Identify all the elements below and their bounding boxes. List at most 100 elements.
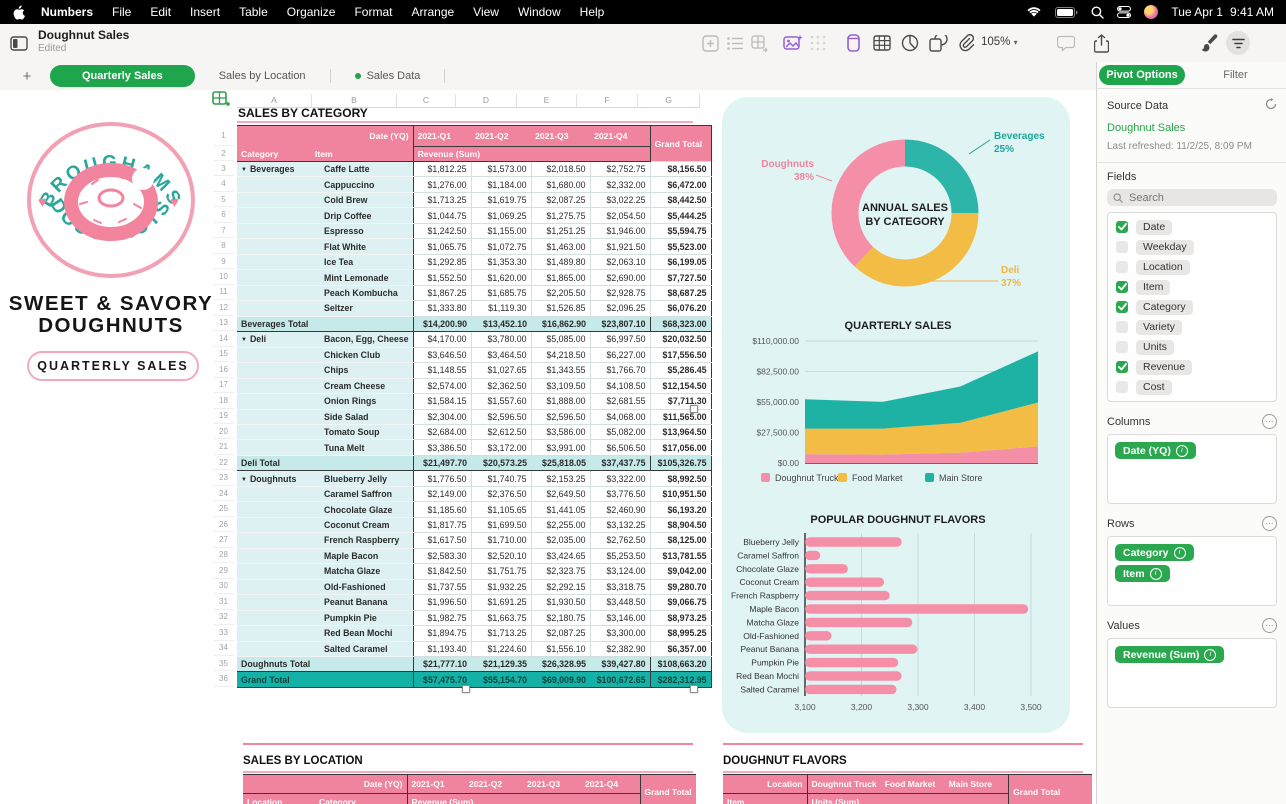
cell-item[interactable]: Red Bean Mochi xyxy=(311,625,414,642)
field-row-weekday[interactable]: Weekday xyxy=(1108,237,1276,257)
table-row[interactable]: Matcha Glaze $1,842.50 $1,751.75 $2,323.75 $… xyxy=(237,563,712,580)
cell-value[interactable]: $1,930.50 xyxy=(530,594,591,611)
cell-subtotal-value[interactable]: $13,452.10 xyxy=(471,315,532,333)
cell-value[interactable]: $1,119.30 xyxy=(470,300,532,317)
cell-value[interactable]: $3,464.50 xyxy=(470,346,532,364)
cell-value[interactable]: $1,751.75 xyxy=(470,563,532,580)
cell-subtotal-value[interactable]: $16,862.90 xyxy=(531,315,591,333)
cell-col-label[interactable]: 2021-Q1 xyxy=(406,774,465,794)
cell-row-header[interactable]: Category xyxy=(315,793,407,804)
row-header-35[interactable]: 35 xyxy=(213,656,234,672)
field-chip[interactable]: Category xyxy=(1136,299,1193,315)
row-header-11[interactable]: 11 xyxy=(213,285,234,301)
cell-value[interactable]: $1,526.85 xyxy=(530,300,591,317)
area-series-food-market[interactable] xyxy=(805,402,1038,455)
cell-value[interactable]: $2,304.00 xyxy=(412,408,472,425)
cell-item[interactable]: Bacon, Egg, Cheese xyxy=(311,331,414,348)
table-row[interactable]: ▼ Deli Bacon, Egg, Cheese $4,170.00 $3,780.0… xyxy=(237,331,712,348)
cell-value[interactable]: $1,275.75 xyxy=(530,207,591,224)
cell-value[interactable]: $1,894.75 xyxy=(412,625,472,642)
cell-category[interactable] xyxy=(237,362,311,379)
table-row[interactable]: Maple Bacon $2,583.30 $2,520.10 $3,424.65 $5… xyxy=(237,547,712,565)
cell-value[interactable]: $2,018.50 xyxy=(530,160,591,178)
info-icon[interactable]: i xyxy=(1204,648,1217,661)
subtotal-row[interactable]: Deli Total $21,497.70 $20,573.25 $25,818.05… xyxy=(237,454,712,472)
donut-segment-doughnuts[interactable] xyxy=(831,139,979,287)
field-chip[interactable]: Revenue xyxy=(1136,359,1193,375)
checkbox-variety[interactable] xyxy=(1116,321,1128,333)
cell-subtotal-label[interactable]: Doughnuts Total xyxy=(237,655,414,673)
table-row[interactable]: Cold Brew $1,713.25 $1,619.75 $2,087.25 $3,0… xyxy=(237,191,712,209)
cell-value[interactable]: $3,124.00 xyxy=(589,563,651,580)
column-header-C[interactable]: C xyxy=(397,94,456,107)
cell-value[interactable]: $1,817.75 xyxy=(412,516,472,534)
cell-item[interactable]: Salted Caramel xyxy=(311,641,414,658)
cell-value[interactable]: $1,193.40 xyxy=(412,640,472,658)
cell-row-total[interactable]: $8,156.50 xyxy=(649,160,712,178)
sheet-canvas[interactable]: BROUGHAMS DOUGHNUTS ♥ ♥ SWEET & SAVORYDO… xyxy=(0,90,1096,804)
row-header-29[interactable]: 29 xyxy=(213,563,234,579)
table-row[interactable]: Side Salad $2,304.00 $2,596.50 $2,596.50 $4,… xyxy=(237,408,712,425)
cell-item[interactable]: Pumpkin Pie xyxy=(311,610,414,627)
cell-value[interactable]: $2,928.75 xyxy=(589,284,651,302)
cell-corner-label[interactable]: Date (YQ) xyxy=(243,774,407,794)
cell-value[interactable]: $1,932.25 xyxy=(470,578,532,596)
bar-caramel-saffron[interactable] xyxy=(805,550,821,561)
quarterly-sales-badge[interactable]: QUARTERLY SALES xyxy=(27,351,199,381)
cell-item[interactable]: Cream Cheese xyxy=(311,378,414,395)
cell-value[interactable]: $1,072.75 xyxy=(470,238,532,255)
cell-quarter[interactable]: 2021-Q1 xyxy=(412,125,472,147)
cell-value[interactable]: $1,557.60 xyxy=(470,393,532,410)
cell-value[interactable]: $2,332.00 xyxy=(589,176,651,193)
table-row[interactable]: Peanut Banana $1,996.50 $1,691.25 $1,930.50… xyxy=(237,594,712,611)
column-header-B[interactable]: B xyxy=(312,94,397,107)
cell-values-label[interactable]: Revenue (Sum) xyxy=(412,146,651,162)
checkbox-item[interactable] xyxy=(1116,281,1128,293)
insert-row-icon[interactable] xyxy=(699,32,721,54)
table-row[interactable]: Tuna Melt $3,386.50 $3,172.00 $3,991.00 $6,5… xyxy=(237,439,712,456)
format-sidebar-button[interactable] xyxy=(1226,31,1250,55)
cell-value[interactable]: $1,155.00 xyxy=(470,222,532,240)
table-row[interactable]: Pumpkin Pie $1,982.75 $1,663.75 $2,180.75 $3… xyxy=(237,609,712,627)
cell-value[interactable]: $2,063.10 xyxy=(589,253,651,271)
field-row-location[interactable]: Location xyxy=(1108,257,1276,277)
cell-item[interactable]: Maple Bacon xyxy=(311,548,414,565)
row-header-9[interactable]: 9 xyxy=(213,254,234,270)
menu-organize[interactable]: Organize xyxy=(286,5,336,19)
donut-chart[interactable]: ANNUAL SALES BY CATEGORY xyxy=(722,97,1070,312)
cell-row-total[interactable]: $6,199.05 xyxy=(649,253,712,271)
cell-value[interactable]: $1,982.75 xyxy=(412,609,472,627)
bar-peanut-banana[interactable] xyxy=(805,644,918,654)
table-row[interactable]: Mint Lemonade $1,552.50 $1,620.00 $1,865.00… xyxy=(237,269,712,286)
subtotal-row[interactable]: Doughnuts Total $21,777.10 $21,129.35 $26,3… xyxy=(237,655,712,673)
cell-value[interactable]: $1,710.00 xyxy=(470,532,532,549)
section-options-icon[interactable]: ⋯ xyxy=(1262,618,1277,633)
cell-col-label[interactable]: Main Store xyxy=(944,774,1009,794)
cell-value[interactable]: $4,068.00 xyxy=(589,408,651,425)
row-header-5[interactable]: 5 xyxy=(213,192,234,208)
table-row[interactable]: Chocolate Glaze $1,185.60 $1,105.65 $1,441.… xyxy=(237,501,712,518)
cell-category[interactable] xyxy=(237,594,311,611)
user-avatar[interactable] xyxy=(1144,5,1159,19)
cell-category[interactable]: ▼ Deli xyxy=(237,331,311,348)
table-row[interactable]: Cappuccino $1,276.00 $1,184.00 $1,680.00 $2,… xyxy=(237,176,712,193)
cell-quarter[interactable]: 2021-Q2 xyxy=(471,125,532,147)
pill-item[interactable]: Item i xyxy=(1115,565,1170,582)
cell-category[interactable] xyxy=(237,285,311,302)
disclosure-triangle-icon[interactable]: ▼ xyxy=(241,167,247,174)
cell-row-total[interactable]: $5,594.75 xyxy=(649,222,712,240)
field-row-variety[interactable]: Variety xyxy=(1108,317,1276,337)
bar-maple-bacon[interactable] xyxy=(805,604,1029,614)
field-row-cost[interactable]: Cost xyxy=(1108,377,1276,397)
cell-value[interactable]: $1,242.50 xyxy=(412,222,472,240)
cell-value[interactable]: $3,424.65 xyxy=(530,547,591,565)
cell-values-label[interactable]: Units (Sum) xyxy=(806,793,1009,804)
field-row-units[interactable]: Units xyxy=(1108,337,1276,357)
table-handle-icon[interactable] xyxy=(212,91,230,111)
cell-value[interactable]: $1,489.80 xyxy=(530,253,591,271)
cell-subtotal-value[interactable]: $23,807.10 xyxy=(590,315,651,333)
cell-grand-label[interactable]: Grand Total xyxy=(237,671,414,688)
list-view-icon[interactable] xyxy=(724,32,746,54)
cell-value[interactable]: $4,170.00 xyxy=(412,331,472,348)
cell-value[interactable]: $2,460.90 xyxy=(589,501,651,518)
